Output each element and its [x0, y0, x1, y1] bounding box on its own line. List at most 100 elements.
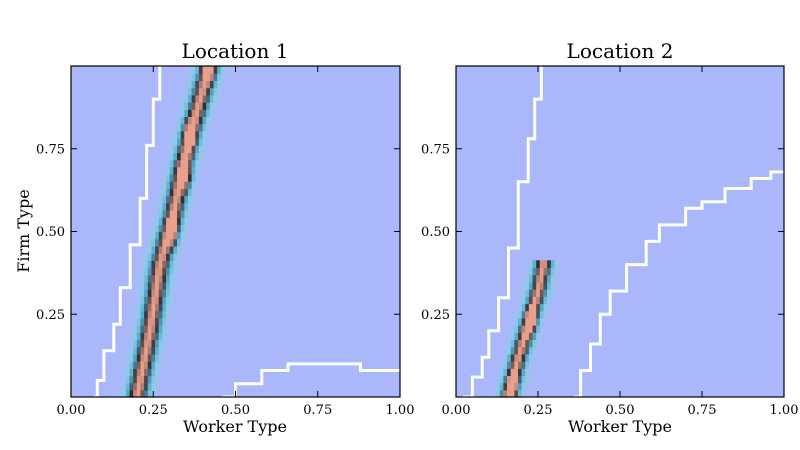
heatmap-cell — [173, 238, 178, 247]
y-tick-label: 0.50 — [36, 225, 65, 240]
heatmap-cell — [180, 116, 185, 125]
heatmap-cell — [539, 260, 545, 269]
heatmap-cell — [136, 310, 142, 319]
heatmap-cell — [521, 339, 526, 348]
heatmap-cell — [532, 317, 537, 326]
heatmap-cell — [517, 317, 523, 326]
heatmap-cell — [158, 368, 163, 377]
heatmap-cell — [177, 109, 182, 117]
heatmap-cell — [136, 289, 142, 297]
heatmap-cell — [177, 116, 182, 125]
heatmap-cell — [198, 159, 204, 168]
heatmap-cell — [147, 303, 153, 312]
heatmap-cell — [162, 260, 167, 269]
heatmap-cell — [162, 253, 167, 261]
heatmap-cell — [180, 166, 185, 175]
heatmap-cell — [184, 137, 189, 146]
heatmap-cell — [166, 289, 171, 297]
heatmap-cell — [151, 281, 156, 290]
heatmap-cell — [177, 202, 182, 211]
heatmap-cell — [543, 317, 548, 326]
heatmap-cell — [144, 368, 149, 377]
heatmap-cell — [191, 66, 196, 74]
heatmap-cell — [528, 310, 534, 319]
heatmap-cell — [144, 281, 149, 290]
heatmap-cell — [184, 145, 189, 153]
heatmap-cell — [499, 389, 504, 398]
heatmap-cell — [525, 361, 530, 369]
heatmap-cell — [173, 217, 178, 225]
heatmap-cell — [532, 346, 537, 355]
heatmap-cell — [202, 123, 207, 132]
heatmap-cell — [195, 152, 200, 161]
heatmap-cell — [177, 130, 182, 139]
heatmap-cell — [532, 289, 537, 297]
heatmap-cell — [528, 361, 534, 369]
heatmap-cell — [151, 339, 156, 348]
heatmap-cell — [514, 375, 519, 384]
heatmap-cell — [525, 375, 530, 384]
heatmap-cell — [521, 361, 526, 369]
heatmap-cell — [191, 123, 196, 132]
heatmap-cell — [517, 353, 523, 362]
heatmap-cell — [133, 317, 138, 326]
heatmap-panel-location-1: Location 1 0.00 0.25 0.50 0.75 1.00 0.25 0.50… — [14, 39, 414, 436]
heatmap-cell — [136, 389, 142, 398]
heatmap-cell — [517, 332, 523, 341]
y-ticks: 0.25 0.50 0.75 — [421, 142, 784, 323]
heatmap-cell — [169, 310, 174, 319]
heatmap-cell — [147, 289, 153, 297]
heatmap-cell — [147, 317, 153, 326]
heatmap-cell — [547, 281, 552, 290]
heatmap-cell — [217, 94, 222, 103]
heatmap-cell — [129, 361, 134, 369]
heatmap-cell — [525, 289, 530, 297]
heatmap-cell — [528, 339, 534, 348]
heatmap-cell — [184, 173, 189, 182]
heatmap-cell — [162, 303, 167, 312]
heatmap-cell — [151, 289, 156, 297]
heatmap-cell — [162, 245, 167, 254]
contour-lines — [462, 66, 784, 399]
heatmap-cell — [166, 267, 171, 276]
panel-title: Location 2 — [567, 39, 674, 63]
heatmap-cell — [177, 209, 182, 218]
heatmap-cell — [217, 66, 222, 74]
heatmap-cell — [177, 123, 182, 132]
heatmap-cell — [133, 310, 138, 319]
heatmap-cell — [169, 209, 174, 218]
heatmap-cell — [517, 382, 523, 391]
heatmap-cell — [558, 260, 563, 269]
heatmap-cell — [539, 281, 545, 290]
heatmap-cell — [528, 289, 534, 297]
heatmap-background — [71, 66, 400, 397]
heatmap-cell — [184, 231, 189, 240]
heatmap-cell — [147, 238, 153, 247]
heatmap-cell — [177, 188, 182, 197]
x-ticks: 0.00 0.25 0.50 0.75 1.00 — [442, 66, 798, 418]
heatmap-cell — [155, 238, 160, 247]
heatmap-cell — [151, 382, 156, 391]
heatmap-cell — [217, 87, 222, 96]
heatmap-cell — [547, 296, 552, 305]
heatmap-cell — [140, 267, 145, 276]
heatmap-cell — [129, 332, 134, 341]
heatmap-cell — [507, 332, 512, 341]
heatmap-cell — [213, 87, 218, 96]
contour-upper-bound — [574, 170, 784, 399]
heatmap-cell — [543, 274, 548, 283]
heatmap-cell — [525, 310, 530, 319]
heatmap-cell — [169, 289, 174, 297]
heatmap-cell — [166, 152, 171, 161]
y-tick-label: 0.75 — [421, 142, 450, 157]
heatmap-cell — [125, 382, 131, 391]
heatmap-cell — [162, 289, 167, 297]
heatmap-cell — [162, 310, 167, 319]
heatmap-cell — [499, 375, 504, 384]
heatmap-cell — [198, 166, 204, 175]
heatmap-cell — [514, 339, 519, 348]
heatmap-cell — [158, 339, 163, 348]
heatmap-cell — [206, 80, 211, 89]
heatmap-cell — [536, 310, 541, 319]
